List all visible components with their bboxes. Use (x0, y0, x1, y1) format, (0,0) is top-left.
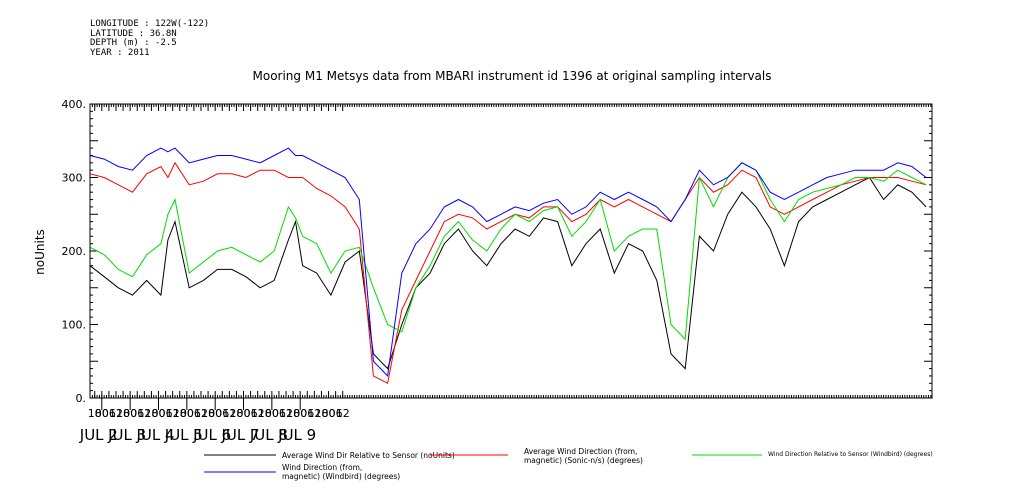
x-tick-label: 00 (293, 407, 307, 420)
x-tick-label: 00 (95, 407, 109, 420)
x-tick-label: 00 (237, 407, 251, 420)
date-label: JUL 6 (192, 426, 231, 444)
x-tick-label: 00 (180, 407, 194, 420)
y-axis-label: noUnits (33, 229, 47, 275)
metadata-block: LONGITUDE : 122W(-122) LATITUDE : 36.8N … (90, 19, 210, 58)
x-tick-label: 00 (151, 407, 165, 420)
x-tick-label: 00 (123, 407, 137, 420)
meta-depth: DEPTH (m) : -2.5 (90, 38, 177, 48)
x-tick-label: 12 (307, 407, 321, 420)
x-tick-label: 06 (300, 407, 314, 420)
legend-label-4: Wind Direction (from, (282, 463, 362, 472)
date-label: JUL 2 (79, 426, 118, 444)
legend-label-4: magnetic) (Windbird) (degrees) (282, 472, 400, 481)
plot-area: 1800061218000612180006121800061218000612… (62, 98, 932, 444)
x-tick-label: 06 (244, 407, 258, 420)
x-tick-label: 18 (229, 407, 243, 420)
series-line-2 (89, 161, 927, 385)
x-tick-label: 18 (173, 407, 187, 420)
x-tick-label: 18 (144, 407, 158, 420)
date-label: JUL 7 (220, 426, 259, 444)
date-label: JUL 9 (277, 426, 316, 444)
legend: Average Wind Dir Relative to Sensor (noU… (204, 447, 933, 481)
x-tick-label: 06 (159, 407, 173, 420)
meta-year: YEAR : 2011 (90, 47, 150, 58)
series-line-3 (89, 162, 927, 341)
x-tick-label: 12 (279, 407, 293, 420)
x-tick-label: 12 (109, 407, 123, 420)
x-tick-label: 06 (329, 407, 343, 420)
legend-label-1: Average Wind Dir Relative to Sensor (noU… (282, 451, 455, 460)
x-tick-label: 12 (137, 407, 151, 420)
y-tick-label: 300. (62, 172, 87, 185)
y-tick-label: 400. (62, 98, 87, 111)
date-label: JUL 5 (164, 426, 203, 444)
legend-label-3: Wind Direction Relative to Sensor (Windb… (768, 451, 933, 458)
y-tick-label: 0. (76, 392, 87, 405)
plot-frame (89, 103, 933, 399)
x-tick-label: 18 (258, 407, 272, 420)
x-tick-label: 12 (251, 407, 265, 420)
x-tick-label: 18 (116, 407, 130, 420)
x-tick-label: 06 (130, 407, 144, 420)
chart-title: Mooring M1 Metsys data from MBARI instru… (253, 69, 772, 83)
series-line-1 (89, 176, 927, 370)
x-tick-label: 00 (208, 407, 222, 420)
x-tick-label: 18 (201, 407, 215, 420)
x-tick-label: 06 (215, 407, 229, 420)
x-tick-label: 00 (322, 407, 336, 420)
x-tick-label: 18 (88, 407, 102, 420)
x-tick-label: 18 (314, 407, 328, 420)
y-tick-label: 200. (62, 245, 87, 258)
x-tick-label: 06 (187, 407, 201, 420)
x-tick-label: 12 (336, 407, 350, 420)
x-tick-label: 06 (272, 407, 286, 420)
date-label: JUL 8 (249, 426, 288, 444)
legend-label-2: Average Wind Direction (from, (524, 447, 637, 456)
series-line-4 (89, 147, 927, 377)
meta-latitude: LATITUDE : 36.8N (90, 28, 177, 39)
x-tick-label: 06 (102, 407, 116, 420)
x-tick-label: 12 (194, 407, 208, 420)
x-tick-label: 00 (265, 407, 279, 420)
y-tick-label: 100. (62, 319, 87, 332)
meta-longitude: LONGITUDE : 122W(-122) (90, 19, 210, 29)
legend-label-2: magnetic) (Sonic-n/s) (degrees) (524, 456, 643, 465)
x-tick-label: 12 (222, 407, 236, 420)
date-label: JUL 4 (135, 426, 174, 444)
x-tick-label: 18 (286, 407, 300, 420)
x-tick-label: 12 (166, 407, 180, 420)
date-label: JUL 3 (107, 426, 146, 444)
